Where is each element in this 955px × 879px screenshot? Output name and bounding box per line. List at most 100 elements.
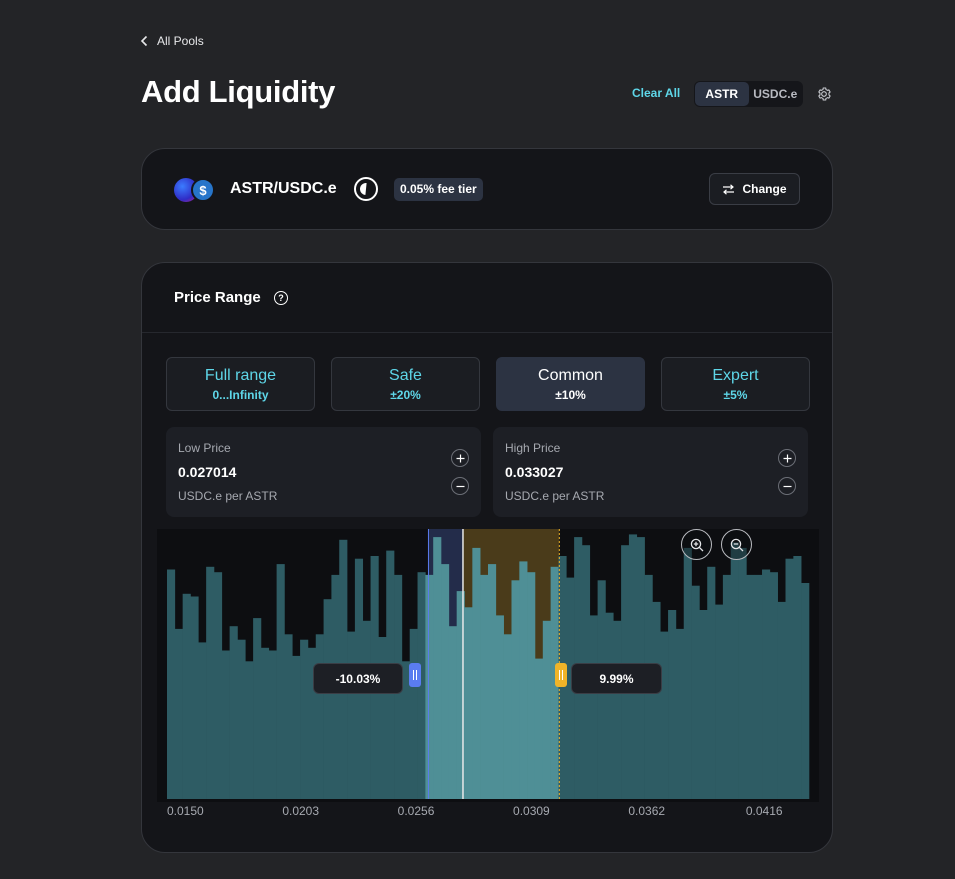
change-button-label: Change [742, 182, 787, 196]
liquidity-chart[interactable]: -10.03% 9.99% [157, 529, 819, 802]
liquidity-bar [300, 639, 309, 799]
liquidity-bar [691, 585, 700, 799]
liquidity-bar [683, 547, 692, 799]
liquidity-bar [167, 569, 176, 799]
liquidity-bar [292, 655, 301, 799]
fee-tier-badge: 0.05% fee tier [394, 178, 483, 201]
preset-full-range[interactable]: Full range 0...Infinity [166, 357, 315, 411]
preset-label: Full range [204, 366, 277, 384]
low-price-unit: USDC.e per ASTR [178, 489, 278, 503]
liquidity-bar [675, 628, 685, 799]
range-presets: Full range 0...Infinity Safe ±20% Common… [166, 357, 810, 411]
high-price-box: High Price 0.033027 USDC.e per ASTR [493, 427, 808, 517]
low-range-percent: -10.03% [313, 663, 403, 694]
toggle-usdce[interactable]: USDC.e [753, 87, 798, 101]
x-tick-label: 0.0362 [628, 804, 666, 818]
preset-label: Safe [389, 366, 422, 384]
liquidity-bar [409, 628, 418, 799]
low-price-input[interactable]: 0.027014 [178, 464, 237, 480]
x-tick-label: 0.0416 [745, 804, 783, 818]
liquidity-bar [182, 593, 191, 799]
plus-icon [783, 454, 791, 462]
low-range-handle[interactable] [409, 663, 421, 687]
pool-name: ASTR/USDC.e [230, 180, 337, 197]
dex-logo-icon [354, 177, 378, 201]
liquidity-bar [754, 574, 763, 799]
liquidity-bar [613, 620, 622, 799]
liquidity-bar [448, 626, 457, 799]
low-price-decrement-button[interactable] [451, 477, 469, 495]
preset-expert[interactable]: Expert ±5% [661, 357, 810, 411]
liquidity-bar [550, 566, 559, 799]
x-tick-label: 0.0309 [513, 804, 550, 818]
liquidity-bar [589, 615, 598, 799]
liquidity-bar [464, 607, 473, 799]
preset-label: Expert [712, 366, 759, 384]
zoom-out-button[interactable] [721, 529, 752, 560]
liquidity-bar [777, 601, 786, 799]
low-price-increment-button[interactable] [451, 449, 469, 467]
liquidity-bar [472, 547, 481, 799]
minus-icon [783, 485, 791, 487]
toggle-astr[interactable]: ASTR [695, 82, 749, 106]
liquidity-bar [511, 580, 520, 799]
high-price-input[interactable]: 0.033027 [505, 464, 564, 480]
liquidity-bar [245, 661, 254, 799]
liquidity-bar [323, 599, 332, 799]
liquidity-bar [519, 561, 528, 799]
help-icon[interactable]: ? [274, 291, 288, 305]
x-tick-label: 0.0256 [397, 804, 435, 818]
liquidity-bar [260, 647, 270, 799]
liquidity-bar [566, 577, 575, 799]
liquidity-bar [480, 574, 489, 799]
liquidity-bar [425, 574, 434, 799]
change-pool-button[interactable]: Change [709, 173, 800, 205]
liquidity-bar [542, 620, 551, 799]
liquidity-bar [660, 631, 669, 799]
high-range-handle[interactable] [555, 663, 567, 687]
low-price-label: Low Price [178, 441, 231, 455]
preset-sub: ±5% [723, 387, 748, 402]
x-tick-label: 0.0203 [282, 804, 320, 818]
preset-safe[interactable]: Safe ±20% [331, 357, 480, 411]
liquidity-bar [378, 637, 387, 799]
swap-arrows-icon [723, 183, 735, 195]
liquidity-bar [668, 610, 677, 799]
liquidity-bar [284, 634, 293, 799]
liquidity-bar [699, 610, 708, 799]
liquidity-bar [268, 650, 277, 799]
clear-all-button[interactable]: Clear All [632, 86, 681, 100]
liquidity-bar [174, 628, 183, 799]
base-token-toggle: ASTR USDC.e [694, 81, 803, 107]
liquidity-bar [793, 556, 802, 799]
liquidity-bar [190, 596, 199, 799]
liquidity-bar [503, 634, 512, 799]
liquidity-bar [527, 572, 536, 799]
liquidity-bar [433, 537, 442, 799]
high-price-label: High Price [505, 441, 561, 455]
price-range-header: Price Range ? [142, 263, 832, 333]
liquidity-bar [417, 572, 426, 799]
preset-label: Common [538, 366, 603, 384]
preset-common[interactable]: Common ±10% [496, 357, 645, 411]
high-price-decrement-button[interactable] [778, 477, 796, 495]
liquidity-bar [715, 604, 724, 799]
zoom-in-button[interactable] [681, 529, 712, 560]
price-range-title: Price Range [174, 289, 261, 306]
liquidity-bar [769, 572, 778, 799]
x-tick-label: 0.0150 [167, 804, 204, 818]
gear-icon[interactable] [816, 86, 832, 102]
liquidity-bar [605, 612, 614, 799]
back-link-label: All Pools [157, 34, 204, 48]
liquidity-bar [441, 564, 450, 799]
high-range-percent: 9.99% [571, 663, 662, 694]
high-price-unit: USDC.e per ASTR [505, 489, 605, 503]
minus-icon [456, 485, 464, 487]
liquidity-bar [534, 658, 544, 799]
low-price-box: Low Price 0.027014 USDC.e per ASTR [166, 427, 481, 517]
liquidity-bar [722, 574, 732, 799]
preset-sub: ±10% [555, 387, 586, 402]
liquidity-bar [652, 601, 661, 799]
back-to-all-pools-link[interactable]: All Pools [140, 34, 204, 48]
high-price-increment-button[interactable] [778, 449, 796, 467]
